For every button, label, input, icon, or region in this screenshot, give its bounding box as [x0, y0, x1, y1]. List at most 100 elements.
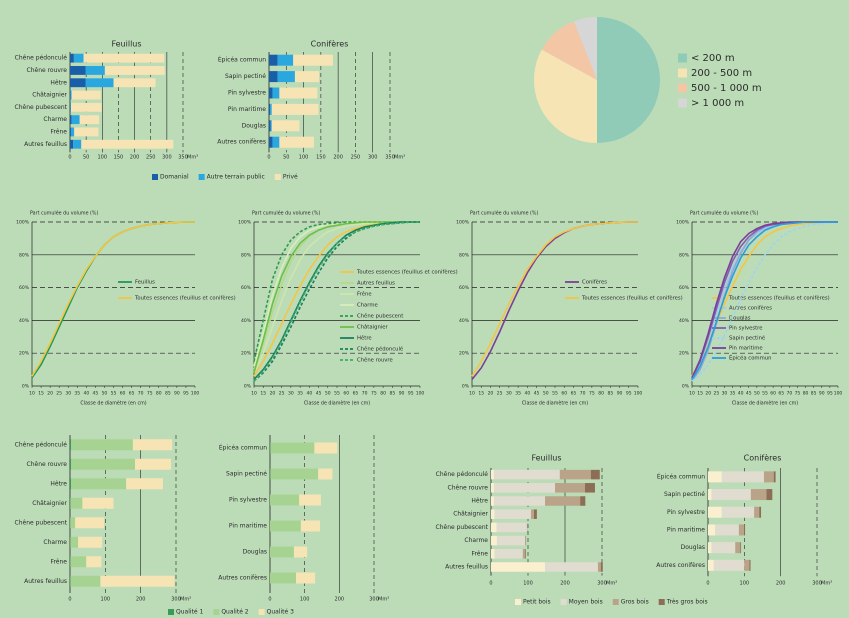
bar-segment	[270, 442, 315, 454]
x-tick-label: 20	[270, 391, 276, 397]
pie-slice	[573, 17, 597, 80]
x-tick-label: 300	[369, 597, 379, 603]
legend-label: Domanial	[160, 174, 189, 181]
x-tick-label: 0	[68, 597, 71, 603]
category-label: Pin maritime	[229, 523, 267, 530]
category-label: Épicéa commun	[218, 56, 266, 64]
pie-slice	[541, 21, 597, 81]
bar-segment	[269, 54, 278, 66]
x-tick-label: 300	[368, 155, 378, 161]
category-label: Chêne rouvre	[27, 67, 68, 74]
bar-segment	[104, 66, 165, 75]
bar-segment	[70, 78, 86, 88]
x-tick-label: 200	[136, 597, 146, 603]
category-label: Charme	[464, 537, 488, 544]
bar-segment	[555, 483, 585, 493]
category-label: Chêne rouvre	[27, 461, 68, 468]
category-label: Châtaignier	[453, 511, 488, 518]
category-label: Chêne pédonculé	[15, 55, 68, 62]
bar-segment	[735, 542, 741, 554]
bar-segment	[750, 489, 767, 501]
bar-segment	[270, 494, 300, 506]
bar-segment	[126, 478, 163, 490]
bar-segment	[277, 54, 294, 66]
x-tick-label: 35	[297, 391, 303, 397]
x-tick-label: 15	[478, 391, 484, 397]
x-tick-label: 70	[786, 391, 792, 397]
x-tick-label: 80	[598, 391, 604, 397]
legend-swatch	[168, 609, 174, 615]
x-tick-label: 20	[47, 391, 53, 397]
x-tick-label: 45	[316, 391, 322, 397]
y-tick-label: 80%	[679, 252, 690, 258]
bar-segment	[70, 536, 79, 548]
bar-segment	[269, 71, 278, 83]
pie-slice	[534, 49, 597, 143]
x-tick-label: 10	[689, 391, 695, 397]
category-label: Épicéa commun	[219, 444, 267, 452]
legend-label: 500 - 1 000 m	[691, 83, 762, 94]
legend-swatch	[560, 599, 567, 605]
bar-segment	[296, 572, 316, 584]
category-label: Chêne pubescent	[15, 104, 68, 111]
x-tick-label: 200	[130, 155, 140, 161]
x-unit: Mm³	[187, 155, 198, 161]
x-tick-label: 100	[834, 391, 843, 397]
x-tick-label: 45	[93, 391, 99, 397]
bar-segment	[708, 471, 722, 483]
x-tick-label: 30	[722, 391, 728, 397]
x-tick-label: 10	[29, 391, 35, 397]
x-tick-label: 100	[98, 155, 108, 161]
legend-label: Toutes essences (feuillus et conifères)	[728, 295, 830, 302]
x-tick-label: 35	[74, 391, 80, 397]
y-tick-label: 60%	[241, 285, 252, 291]
bar-segment	[271, 120, 300, 132]
x-tick-label: 70	[362, 391, 368, 397]
x-tick-label: 55	[552, 391, 558, 397]
bar-segment	[525, 535, 527, 546]
x-tick-label: 100	[299, 155, 309, 161]
x-tick-label: 90	[819, 391, 825, 397]
bar-segment	[71, 458, 136, 470]
bar-segment	[545, 496, 581, 506]
bar-segment	[708, 489, 712, 501]
category-label: Frêne	[471, 550, 488, 557]
bar-segment	[70, 127, 71, 137]
bar-segment	[73, 53, 84, 63]
y-axis-title: Part cumulée du volume (%)	[30, 210, 98, 217]
bar-segment	[70, 90, 71, 100]
bar-segment	[759, 506, 762, 518]
line-series	[471, 221, 638, 377]
y-tick-label: 20%	[459, 351, 470, 357]
bar-segment	[496, 522, 527, 533]
bar-segment	[494, 549, 523, 559]
x-tick-label: 15	[260, 391, 266, 397]
y-tick-label: 40%	[19, 318, 30, 324]
x-tick-label: 60	[343, 391, 349, 397]
bar-segment	[70, 53, 74, 63]
category-label: Pin maritime	[667, 526, 705, 533]
bar-segment	[71, 478, 127, 490]
x-tick-label: 40	[306, 391, 312, 397]
x-tick-label: 30	[506, 391, 512, 397]
x-tick-label: 55	[334, 391, 340, 397]
legend-swatch	[515, 599, 521, 605]
bar-segment	[740, 542, 742, 554]
line-series	[691, 221, 838, 380]
x-tick-label: 55	[762, 391, 768, 397]
bar-segment	[70, 66, 86, 75]
legend-label: Très gros bois	[666, 599, 708, 606]
x-tick-label: 45	[534, 391, 540, 397]
legend-label: Chêne pédonculé	[357, 346, 403, 353]
category-label: Douglas	[681, 544, 705, 551]
legend-label: Qualité 2	[221, 609, 248, 616]
legend-label: Autres feuillus	[357, 281, 395, 287]
x-tick-label: 30	[65, 391, 71, 397]
bar-segment	[491, 522, 497, 533]
bar-segment	[763, 471, 774, 483]
x-tick-label: 0	[706, 581, 709, 587]
x-tick-label: 100	[634, 391, 643, 397]
bar-segment	[100, 575, 175, 587]
x-tick-label: 50	[543, 391, 549, 397]
